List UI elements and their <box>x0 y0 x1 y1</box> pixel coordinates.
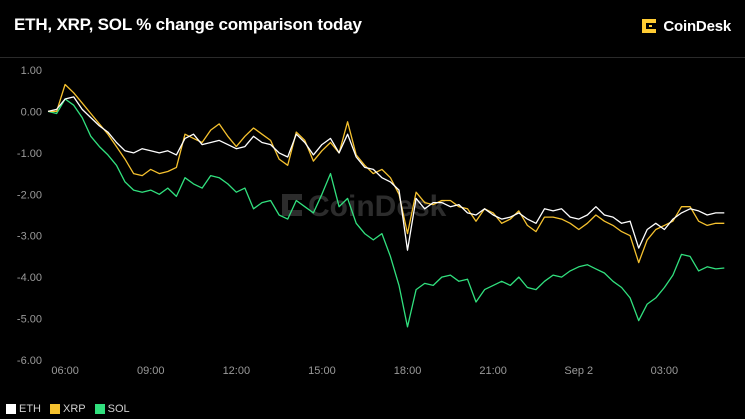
y-tick-label: 1.00 <box>21 65 42 77</box>
series-lines <box>47 83 725 328</box>
watermark-logo-icon <box>282 194 302 216</box>
series-line-sol[interactable] <box>47 98 725 328</box>
x-tick-label: Sep 2 <box>564 365 593 377</box>
legend-label-eth: ETH <box>19 403 41 415</box>
y-tick-label: -1.00 <box>17 148 42 160</box>
legend-swatch-sol <box>94 404 105 414</box>
x-tick-label: 15:00 <box>308 365 336 377</box>
y-tick-label: 0.00 <box>21 106 42 118</box>
legend-swatch-xrp <box>50 404 60 414</box>
x-tick-label: 18:00 <box>394 365 422 377</box>
watermark-text: CoinDesk <box>308 190 447 223</box>
line-chart: CoinDesk 1.00 0.00 -1.00 -2.00 -3.00 -4.00 -5.… <box>17 65 725 377</box>
chart-title: ETH, XRP, SOL % change comparison today <box>14 15 362 34</box>
legend-label-sol: SOL <box>107 403 130 415</box>
series-line-xrp[interactable] <box>48 83 725 264</box>
legend-swatch-eth <box>6 404 16 414</box>
y-tick-label: -4.00 <box>17 272 42 284</box>
legend-label-xrp: XRP <box>63 403 86 415</box>
chart-header: ETH, XRP, SOL % change comparison today … <box>0 0 745 58</box>
legend: ETH XRP SOL <box>6 402 130 416</box>
series-line-eth[interactable] <box>47 96 725 251</box>
y-tick-label: -3.00 <box>17 231 42 243</box>
y-tick-label: -6.00 <box>17 355 42 367</box>
x-tick-label: 21:00 <box>479 365 507 377</box>
x-tick-label: 12:00 <box>223 365 251 377</box>
x-tick-label: 03:00 <box>651 365 679 377</box>
x-tick-label: 06:00 <box>51 365 79 377</box>
legend-item-xrp[interactable]: XRP <box>50 403 86 415</box>
y-tick-label: -5.00 <box>17 314 42 326</box>
coindesk-logo-icon <box>642 19 657 33</box>
brand-logo: CoinDesk <box>640 15 731 37</box>
legend-item-sol[interactable]: SOL <box>94 403 130 415</box>
legend-item-eth[interactable]: ETH <box>6 403 41 415</box>
x-tick-label: 09:00 <box>137 365 165 377</box>
y-axis: 1.00 0.00 -1.00 -2.00 -3.00 -4.00 -5.00 -6.00 <box>17 65 42 367</box>
brand-name: CoinDesk <box>663 17 731 35</box>
y-tick-label: -2.00 <box>17 189 42 201</box>
x-axis: 06:00 09:00 12:00 15:00 18:00 21:00 Sep 2 03:00 <box>51 365 678 377</box>
